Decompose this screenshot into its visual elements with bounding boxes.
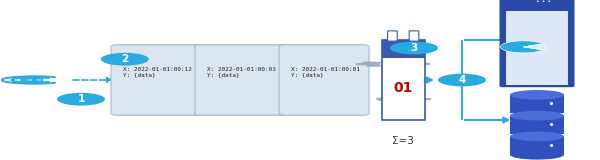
Text: 4: 4: [458, 75, 466, 85]
Text: • • •: • • •: [536, 0, 551, 4]
Ellipse shape: [390, 42, 438, 54]
FancyBboxPatch shape: [279, 45, 369, 115]
FancyBboxPatch shape: [510, 116, 564, 134]
Ellipse shape: [510, 90, 564, 100]
FancyBboxPatch shape: [510, 95, 564, 113]
FancyBboxPatch shape: [499, 0, 575, 87]
Ellipse shape: [101, 53, 149, 66]
FancyBboxPatch shape: [195, 45, 285, 115]
Polygon shape: [380, 63, 406, 65]
FancyBboxPatch shape: [111, 45, 201, 115]
FancyBboxPatch shape: [409, 31, 419, 41]
Ellipse shape: [57, 93, 105, 106]
Text: X: 2022-01-01:00:03
Y: {data}: X: 2022-01-01:00:03 Y: {data}: [207, 67, 276, 77]
Text: 01: 01: [394, 81, 413, 95]
Text: Σ=3: Σ=3: [392, 136, 414, 146]
FancyBboxPatch shape: [510, 136, 564, 155]
Text: X: 2022-01-01:00:12
Y: {data}: X: 2022-01-01:00:12 Y: {data}: [123, 67, 192, 77]
Polygon shape: [356, 61, 430, 67]
Ellipse shape: [510, 111, 564, 120]
Ellipse shape: [510, 132, 564, 141]
Ellipse shape: [510, 150, 564, 160]
Wedge shape: [523, 44, 546, 50]
Text: 3: 3: [410, 43, 418, 53]
Text: 1: 1: [77, 94, 85, 104]
Text: X: 2022-01-01:00:01
Y: {data}: X: 2022-01-01:00:01 Y: {data}: [291, 67, 360, 77]
FancyBboxPatch shape: [382, 40, 425, 58]
FancyBboxPatch shape: [388, 31, 397, 41]
Wedge shape: [500, 41, 543, 53]
Text: 2: 2: [121, 54, 128, 64]
FancyBboxPatch shape: [506, 11, 568, 85]
Polygon shape: [376, 97, 431, 101]
Polygon shape: [394, 99, 413, 100]
Ellipse shape: [438, 74, 486, 86]
FancyBboxPatch shape: [382, 40, 425, 120]
